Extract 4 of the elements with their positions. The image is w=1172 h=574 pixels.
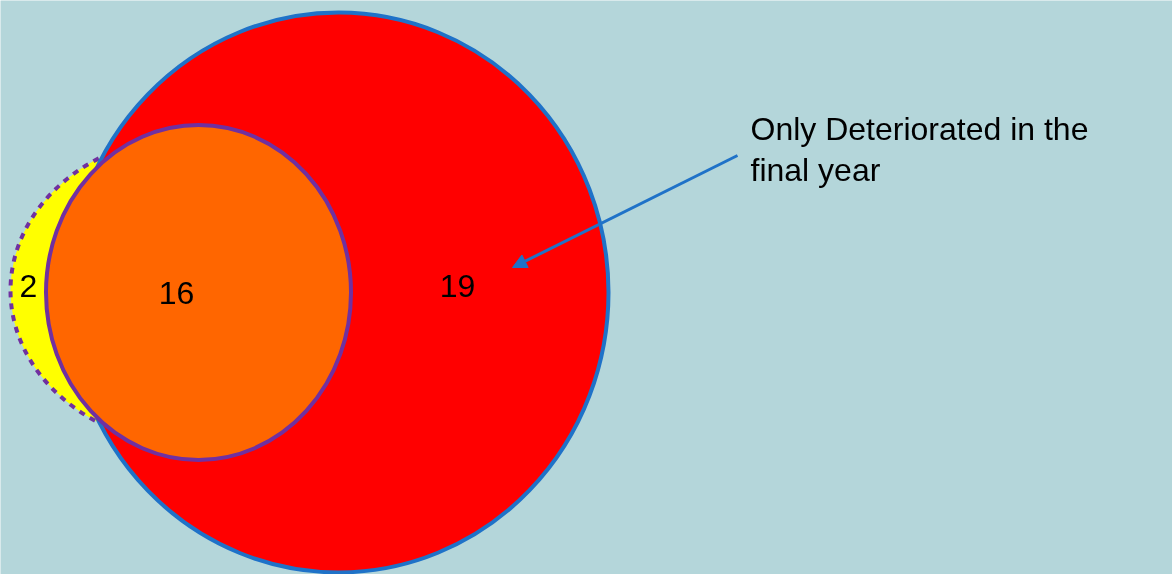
data-label: 16 xyxy=(158,274,195,311)
data-label: 2 xyxy=(19,267,38,304)
data-label: 19 xyxy=(439,267,476,304)
text: Only Deteriorated in the final year xyxy=(750,110,1089,188)
